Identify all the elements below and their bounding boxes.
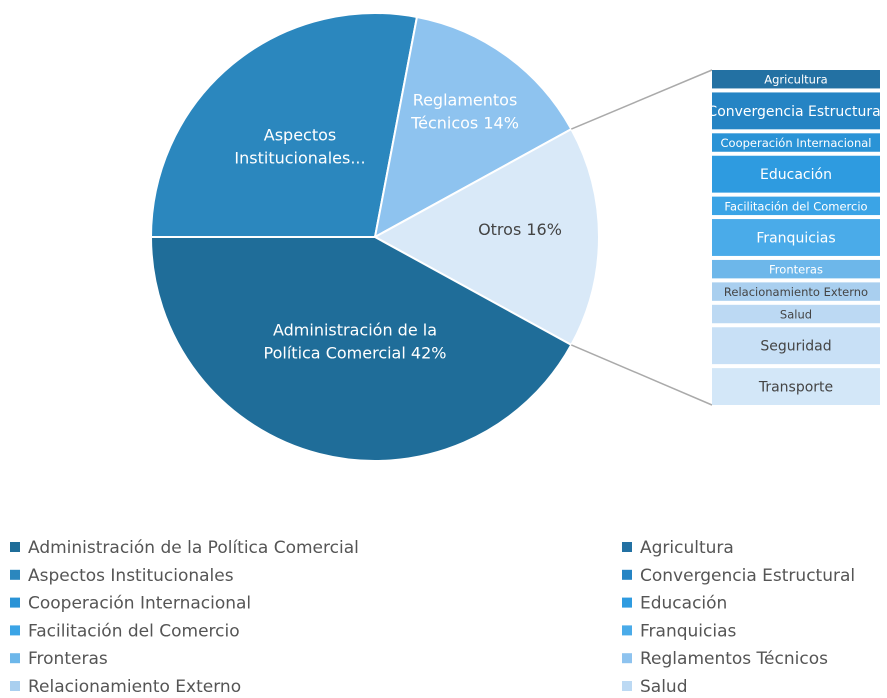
segment-label: Transporte — [758, 380, 833, 396]
bar-segment — [712, 133, 880, 152]
legend-label: Reglamentos Técnicos — [640, 649, 828, 669]
segment-label: Franquicias — [756, 231, 835, 247]
legend-label: Aspectos Institucionales — [28, 566, 234, 586]
legend-label: Administración de la Política Comercial — [28, 538, 359, 558]
connector — [571, 69, 713, 130]
legend-swatch — [622, 625, 632, 636]
segment-label: Fronteras — [769, 263, 823, 277]
bar-group: Agricultura Convergencia Estructural Coope… — [707, 70, 884, 405]
legend-label: Salud — [640, 677, 688, 697]
legend-swatch — [10, 597, 20, 608]
segment-label: Convergencia Estructural — [707, 104, 884, 120]
slice-label: Reglamentos Técnicos 14% — [410, 90, 519, 132]
slice-label: Otros 16% — [478, 220, 562, 239]
legend-swatch — [622, 542, 632, 552]
bar-segment — [712, 282, 880, 301]
slice-label: Administración de la Política Comercial 4… — [264, 320, 447, 362]
bar-segment — [712, 368, 880, 405]
pie-slice — [149, 236, 573, 462]
bar-segment — [712, 304, 880, 324]
bar-segment — [712, 259, 880, 279]
segment-label: Cooperación Internacional — [721, 136, 872, 150]
legend-swatch — [10, 625, 20, 636]
legend-swatch — [10, 653, 20, 664]
bar-segment — [712, 155, 880, 193]
legend-label: Agricultura — [640, 538, 734, 558]
legend-label: Facilitación del Comercio — [28, 621, 240, 641]
bar-segment — [712, 70, 880, 89]
connector — [570, 344, 713, 406]
bar-segment — [712, 196, 880, 216]
segment-label: Agricultura — [764, 73, 827, 87]
legend-label: Relacionamiento Externo — [28, 677, 241, 697]
bar-segment — [712, 219, 880, 256]
bar-segment — [712, 327, 880, 365]
legend-label: Convergencia Estructural — [640, 566, 855, 586]
legend-label: Fronteras — [28, 649, 108, 669]
segment-label: Salud — [780, 308, 812, 322]
pie-slice — [372, 127, 600, 347]
legend-swatch — [622, 681, 632, 691]
segment-label: Facilitación del Comercio — [724, 199, 867, 213]
legend-label: Cooperación Internacional — [28, 594, 251, 614]
pie-slice — [373, 15, 573, 239]
legend-swatch — [10, 569, 20, 580]
legend-label: Educación — [640, 594, 727, 614]
legend-label: Franquicias — [640, 621, 736, 641]
legend-swatch — [10, 681, 20, 691]
segment-label: Relacionamiento Externo — [724, 285, 868, 299]
pie-slice — [149, 12, 419, 238]
legend-swatch — [622, 597, 632, 608]
slice-label: Aspectos Institucionales... — [234, 125, 365, 167]
bar-segment — [712, 92, 880, 130]
legend-swatch — [10, 542, 20, 552]
segment-label: Seguridad — [760, 339, 831, 355]
legend-swatch — [622, 653, 632, 664]
segment-label: Educación — [760, 167, 832, 183]
legend-swatch — [622, 569, 632, 580]
